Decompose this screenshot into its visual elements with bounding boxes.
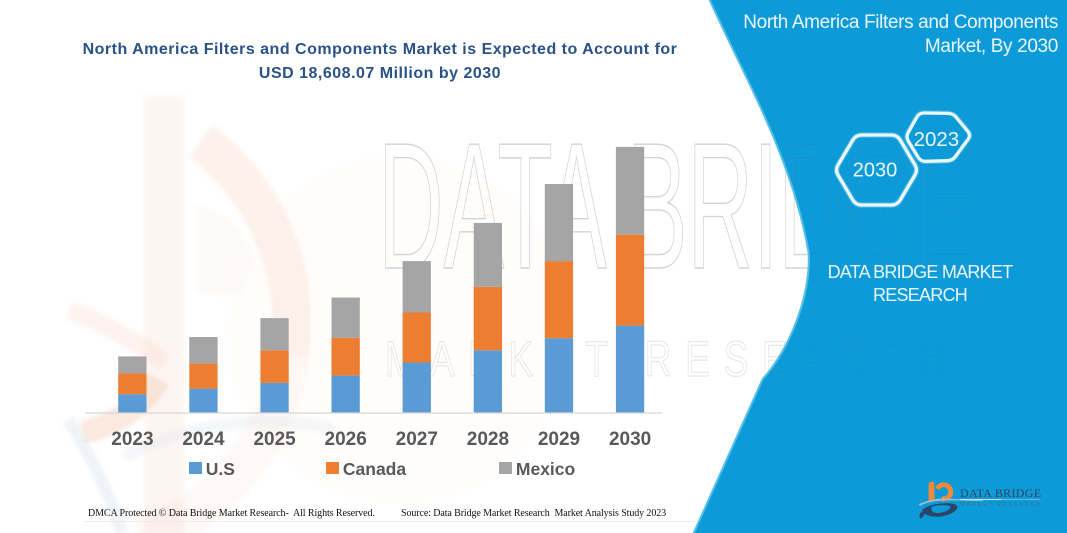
- svg-text:2030: 2030: [853, 160, 898, 182]
- svg-text:2023: 2023: [914, 128, 960, 151]
